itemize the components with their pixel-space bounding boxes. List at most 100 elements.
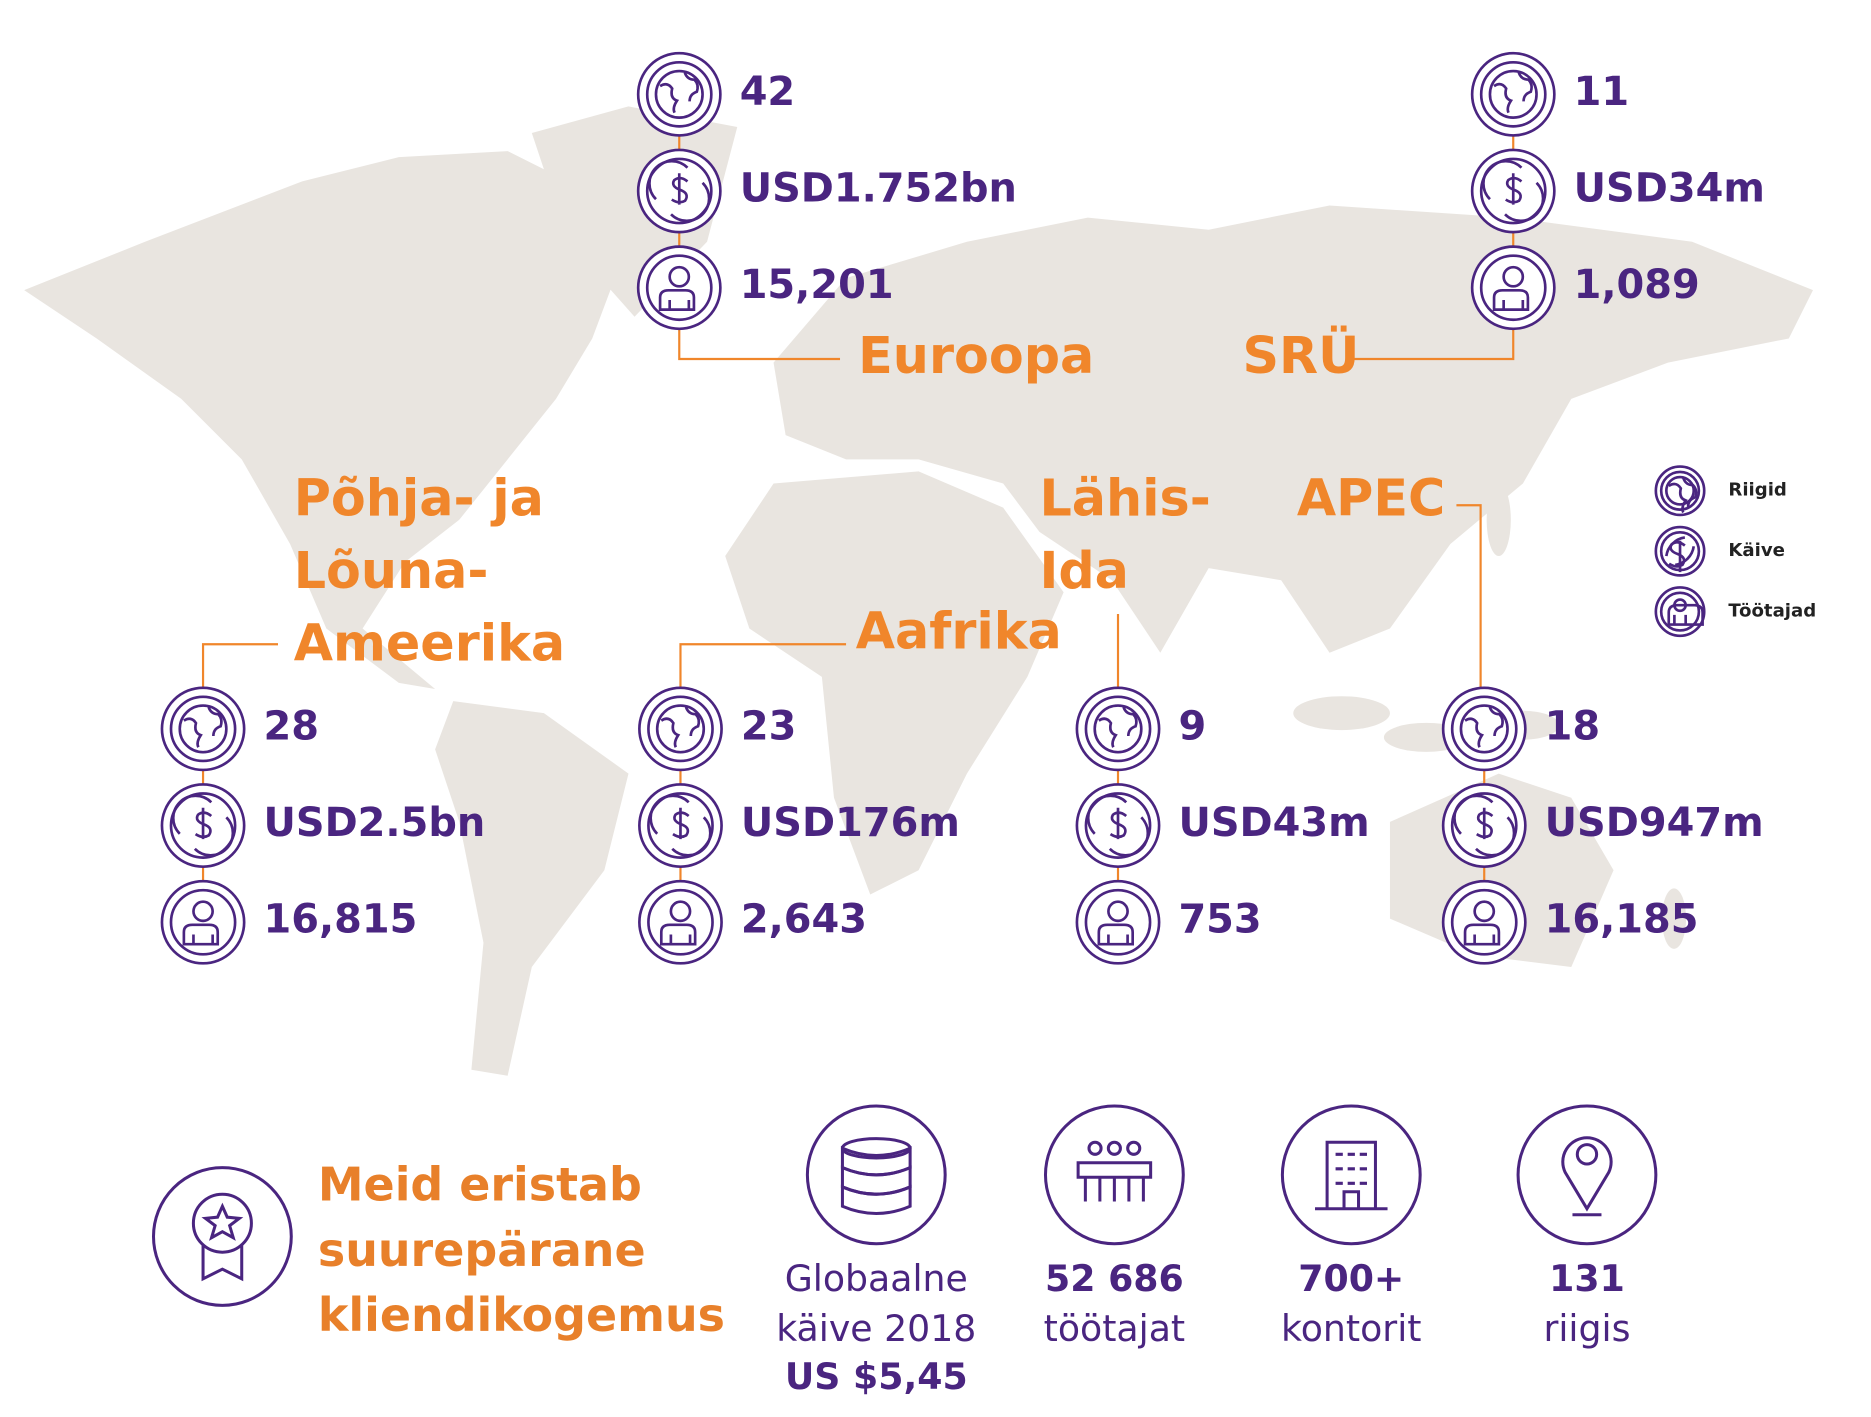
- icon-inner: [1450, 792, 1518, 859]
- globe: [1665, 475, 1696, 506]
- icon-ring: [1441, 879, 1527, 965]
- globe-land: [1493, 71, 1533, 114]
- icon-inner: [1450, 695, 1518, 763]
- region-name: Lähis-: [1039, 469, 1210, 528]
- desk: [1076, 1161, 1153, 1202]
- region-turnover: USD34m: [1574, 166, 1765, 212]
- icon-ring: [638, 879, 723, 965]
- globe-land: [183, 706, 223, 748]
- region-countries: 28: [263, 703, 319, 749]
- arc: [1086, 794, 1150, 857]
- stat-icon: [1280, 1104, 1422, 1246]
- connector: [678, 323, 841, 361]
- region-name: Aafrika: [856, 602, 1062, 661]
- icon-ring: [1075, 686, 1161, 772]
- icon-ring: [1470, 51, 1556, 137]
- highlight-text: suurepärane: [318, 1223, 646, 1277]
- dollar: [1475, 807, 1494, 840]
- globe: [178, 704, 228, 754]
- region-turnover: USD43m: [1178, 800, 1369, 846]
- dollar: [1668, 540, 1686, 573]
- money-icon: [1470, 148, 1556, 234]
- connector: [1353, 323, 1515, 361]
- icon-inner: [1659, 591, 1701, 632]
- globe-icon: [1075, 686, 1161, 772]
- region-turnover: USD2.5bn: [263, 800, 485, 846]
- stat-label: käive 2018: [776, 1307, 976, 1350]
- stat-value: 52 686: [1045, 1257, 1184, 1300]
- body: [1667, 603, 1704, 626]
- region-turnover: USD1.752bn: [740, 166, 1017, 212]
- region-name: Euroopa: [858, 326, 1094, 385]
- money-icon: [636, 148, 722, 234]
- legend-label: Käive: [1728, 540, 1785, 561]
- head: [1106, 1140, 1122, 1156]
- region-countries: 42: [740, 69, 796, 115]
- icon-inner: [1084, 792, 1152, 859]
- region-name: Põhja- ja: [294, 469, 544, 528]
- arc: [649, 794, 712, 857]
- icon-inner: [1479, 60, 1547, 128]
- icon-inner: [645, 254, 713, 322]
- legend-label: Töötajad: [1728, 601, 1816, 622]
- icon-inner: [647, 792, 714, 859]
- stat-icon: [805, 1104, 947, 1246]
- money-icon: [638, 783, 723, 868]
- region-employees: 16,815: [263, 897, 417, 943]
- region-turnover: USD947m: [1545, 800, 1764, 846]
- connector: [679, 643, 847, 696]
- stat-value: 700+: [1298, 1257, 1404, 1300]
- body: [182, 923, 220, 946]
- person-icon: [1654, 586, 1706, 638]
- globe-icon: [1441, 686, 1527, 772]
- globe: [1093, 704, 1143, 754]
- icon-inner: [169, 792, 237, 859]
- person-icon: [160, 879, 246, 965]
- body: [1492, 288, 1530, 311]
- globe: [1459, 704, 1509, 754]
- globe-icon: [1470, 51, 1556, 137]
- globe: [655, 704, 706, 754]
- icon-ring: [160, 686, 246, 772]
- head: [1087, 1140, 1103, 1156]
- head: [192, 900, 214, 923]
- stat-ring: [805, 1104, 947, 1246]
- icon-inner: [645, 60, 713, 128]
- stat-label: riigis: [1543, 1307, 1630, 1350]
- arc: [1482, 159, 1545, 223]
- icon-ring: [636, 51, 722, 137]
- globe-land: [1668, 477, 1698, 514]
- icon-inner: [1479, 254, 1547, 322]
- person-icon: [1470, 245, 1556, 331]
- icon-inner: [645, 157, 713, 225]
- stat-value: US $5,45: [785, 1355, 968, 1398]
- arc: [1453, 794, 1516, 857]
- money-icon: [1654, 525, 1706, 577]
- icon-inner: [169, 695, 237, 763]
- money-icon: [1075, 783, 1161, 868]
- icon-inner: [1084, 888, 1152, 956]
- dollar: [1109, 807, 1128, 840]
- dollar: [194, 807, 213, 840]
- icon-inner: [169, 888, 237, 956]
- region-countries: 23: [741, 703, 797, 749]
- icon-inner: [1450, 888, 1518, 956]
- icon-ring: [1075, 879, 1161, 965]
- head: [1473, 900, 1496, 923]
- stat-ring: [1043, 1104, 1185, 1246]
- money-icon: [1441, 783, 1527, 868]
- stat-icon: [1043, 1104, 1185, 1246]
- body: [1463, 923, 1501, 946]
- globe-land: [660, 706, 701, 748]
- globe-icon: [638, 686, 723, 772]
- stat-label: Globaalne: [785, 1257, 968, 1300]
- connector: [1456, 504, 1482, 696]
- person-icon: [638, 879, 723, 965]
- head: [1126, 1140, 1142, 1156]
- region-name: Ameerika: [294, 614, 565, 673]
- region-employees: 16,185: [1545, 897, 1699, 943]
- dollar: [672, 807, 690, 840]
- region-countries: 18: [1545, 703, 1601, 749]
- region-name: SRÜ: [1242, 324, 1359, 385]
- globe-icon: [160, 686, 246, 772]
